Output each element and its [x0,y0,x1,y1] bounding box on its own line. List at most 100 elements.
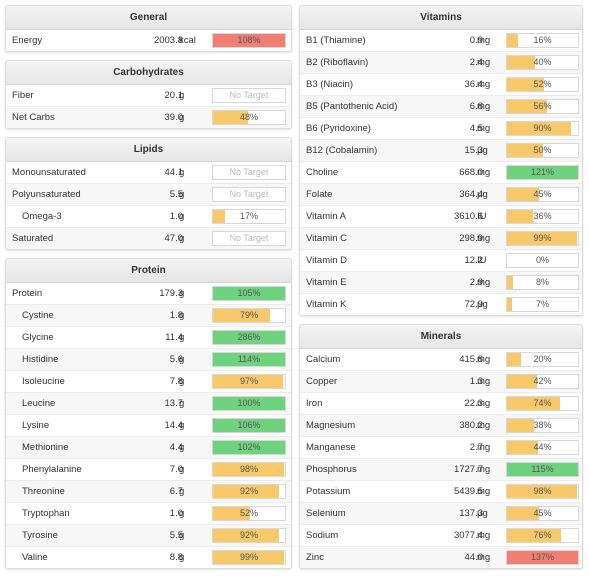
nutrient-row-glycine[interactable]: Glycine 11.4 g 286% [6,327,291,349]
target-percent-label: 92% [239,530,258,540]
target-progress-fill [213,463,284,476]
target-progress-fill [507,298,512,311]
nutrient-amount: 72.9 [464,299,484,310]
nutrient-row-polyunsaturated[interactable]: Polyunsaturated 5.5 g No Target [6,184,291,206]
nutrient-unit: g [179,112,185,123]
nutrient-row-fiber[interactable]: Fiber 20.1 g No Target [6,85,291,107]
nutrient-row-b3-niacin[interactable]: B3 (Niacin) 36.4 mg 52% [300,74,582,96]
nutrient-row-vitamin-a[interactable]: Vitamin A 3610.6 IU 36% [300,206,582,228]
nutrient-row-calcium[interactable]: Calcium 415.8 mg 20% [300,349,582,371]
nutrient-row-cystine[interactable]: Cystine 1.8 g 79% [6,305,291,327]
nutrient-row-phosphorus[interactable]: Phosphorus 1727.7 mg 115% [300,459,582,481]
nutrient-row-saturated[interactable]: Saturated 47.0 g No Target [6,228,291,249]
target-progress-fill [213,34,285,47]
nutrient-row-manganese[interactable]: Manganese 2.7 mg 44% [300,437,582,459]
nutrient-amount: 2003.8 [153,35,183,46]
target-progress-fill [213,111,248,124]
nutrient-row-b6-pyridoxine[interactable]: B6 (Pyridoxine) 4.5 mg 90% [300,118,582,140]
nutrient-amount: 13.7 [164,398,184,409]
nutrient-unit: mg [477,552,491,563]
nutrient-row-sodium[interactable]: Sodium 3077.4 mg 76% [300,525,582,547]
nutrient-unit: g [179,398,185,409]
nutrient-amount: 2.4 [469,57,483,68]
target-percent-label: 38% [533,420,552,430]
nutrient-row-vitamin-c[interactable]: Vitamin C 298.9 mg 99% [300,228,582,250]
nutrient-amount: 415.8 [459,354,483,365]
nutrient-amount: 179.3 [159,288,183,299]
target-progress-fill [213,419,285,432]
target-percent-label: 42% [533,376,552,386]
target-progress-bar: 99% [212,550,286,565]
nutrient-row-b12-cobalamin[interactable]: B12 (Cobalamin) 15.3 µg 50% [300,140,582,162]
nutrient-row-threonine[interactable]: Threonine 6.7 g 92% [6,481,291,503]
nutrient-amount: 3610.6 [453,211,483,222]
nutrient-name: Tryptophan [22,508,70,519]
nutrient-row-potassium[interactable]: Potassium 5439.5 mg 98% [300,481,582,503]
nutrient-name: Monounsaturated [12,167,86,178]
general-panel: General Energy 2003.8 kcal 108% [5,5,292,52]
general-rows: Energy 2003.8 kcal 108% [6,30,291,51]
nutrient-amount: 2.9 [469,277,483,288]
target-progress-bar: 92% [212,528,286,543]
nutrient-row-omega-3[interactable]: Omega-3 1.0 g 17% [6,206,291,228]
nutrient-row-b5-pantothenic-acid[interactable]: B5 (Pantothenic Acid) 6.8 mg 56% [300,96,582,118]
nutrient-row-choline[interactable]: Choline 668.0 mg 121% [300,162,582,184]
nutrient-row-monounsaturated[interactable]: Monounsaturated 44.1 g No Target [6,162,291,184]
target-progress-bar: No Target [212,231,286,246]
target-progress-fill [507,397,560,410]
nutrient-row-phenylalanine[interactable]: Phenylalanine 7.0 g 98% [6,459,291,481]
nutrient-row-selenium[interactable]: Selenium 137.3 µg 45% [300,503,582,525]
nutrient-row-methionine[interactable]: Methionine 4.4 g 102% [6,437,291,459]
nutrient-row-magnesium[interactable]: Magnesium 380.2 mg 38% [300,415,582,437]
nutrient-row-iron[interactable]: Iron 22.3 mg 74% [300,393,582,415]
nutrient-unit: g [179,332,185,343]
nutrient-row-lysine[interactable]: Lysine 14.4 g 106% [6,415,291,437]
nutrient-row-histidine[interactable]: Histidine 5.6 g 114% [6,349,291,371]
nutrient-amount: 5.5 [169,530,183,541]
target-percent-label: 52% [239,508,258,518]
nutrient-row-vitamin-e[interactable]: Vitamin E 2.9 mg 8% [300,272,582,294]
protein-panel-title: Protein [6,259,291,283]
nutrient-unit: g [179,464,185,475]
nutrient-unit: IU [477,255,487,266]
target-progress-bar: 17% [212,209,286,224]
nutrient-unit: mg [477,530,491,541]
target-progress-fill [507,232,578,245]
nutrient-row-copper[interactable]: Copper 1.3 mg 42% [300,371,582,393]
nutrient-row-tyrosine[interactable]: Tyrosine 5.5 g 92% [6,525,291,547]
target-progress-bar: 100% [212,396,286,411]
target-progress-bar: 52% [212,506,286,521]
target-progress-bar: No Target [212,165,286,180]
nutrient-amount: 298.9 [459,233,483,244]
nutrient-row-energy[interactable]: Energy 2003.8 kcal 108% [6,30,291,51]
nutrient-row-b2-riboflavin[interactable]: B2 (Riboflavin) 2.4 mg 40% [300,52,582,74]
nutrient-row-isoleucine[interactable]: Isoleucine 7.8 g 97% [6,371,291,393]
nutrient-name: Copper [306,376,338,387]
nutrient-name: Methionine [22,442,69,453]
target-percent-label: 106% [237,420,261,430]
nutrient-name: Phosphorus [306,464,357,475]
nutrient-row-zinc[interactable]: Zinc 44.0 mg 137% [300,547,582,568]
general-panel-title: General [6,6,291,30]
nutrient-row-protein[interactable]: Protein 179.3 g 105% [6,283,291,305]
nutrient-name: Vitamin K [306,299,347,310]
nutrient-row-leucine[interactable]: Leucine 13.7 g 100% [6,393,291,415]
nutrient-row-b1-thiamine[interactable]: B1 (Thiamine) 0.9 mg 16% [300,30,582,52]
nutrient-row-tryptophan[interactable]: Tryptophan 1.0 g 52% [6,503,291,525]
nutrient-amount: 364.4 [459,189,483,200]
nutrient-row-folate[interactable]: Folate 364.4 µg 45% [300,184,582,206]
nutrient-unit: µg [477,299,488,310]
nutrient-row-vitamin-d[interactable]: Vitamin D 12.2 IU 0% [300,250,582,272]
nutrient-row-vitamin-k[interactable]: Vitamin K 72.9 µg 7% [300,294,582,315]
target-progress-bar: 56% [506,99,579,114]
nutrient-amount: 8.8 [169,552,183,563]
target-progress-bar: 38% [506,418,579,433]
nutrient-unit: µg [477,508,488,519]
nutrient-row-valine[interactable]: Valine 8.8 g 99% [6,547,291,568]
target-percent-label: 137% [530,552,555,562]
nutrient-unit: g [179,288,185,299]
nutrient-amount: 36.4 [464,79,484,90]
nutrient-row-net-carbs[interactable]: Net Carbs 39.0 g 48% [6,107,291,128]
target-progress-fill [507,210,533,223]
nutrient-name: Calcium [306,354,341,365]
